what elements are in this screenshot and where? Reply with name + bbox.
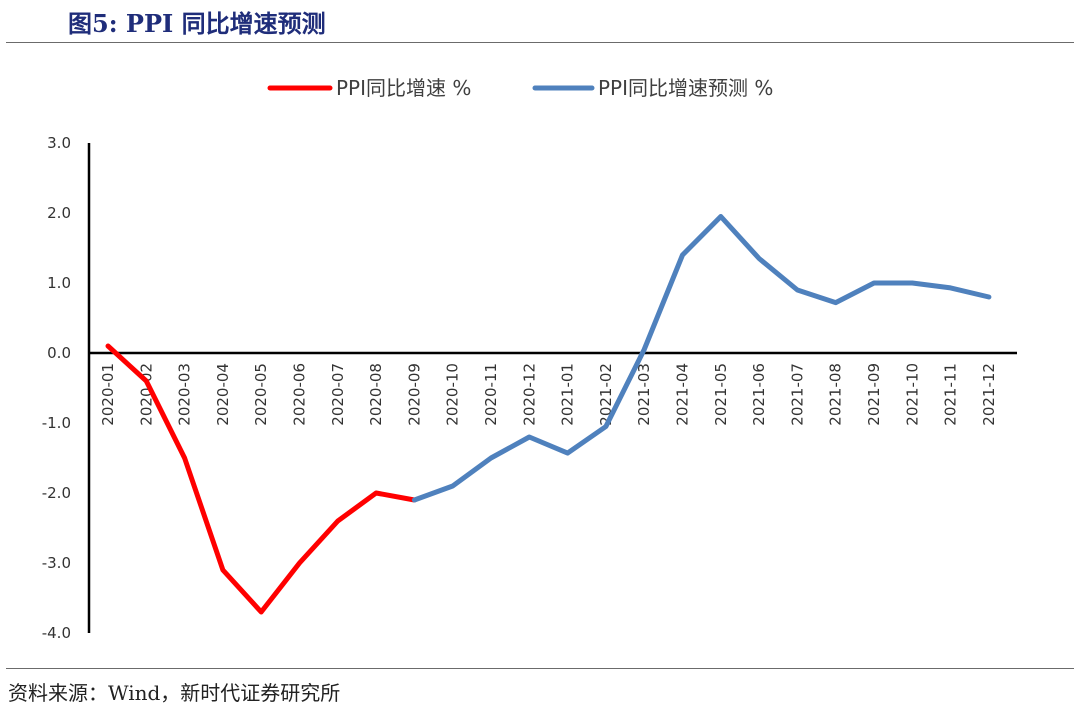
x-tick-label: 2021-12 — [980, 363, 998, 426]
y-tick-label: -2.0 — [42, 484, 71, 502]
x-tick-label: 2020-11 — [482, 363, 500, 426]
x-axis-ticks: 2020-01 2020-02 2020-03 2020-04 2020-05 2020-… — [99, 363, 998, 426]
x-tick-label: 2020-01 — [99, 363, 117, 426]
series-lines — [105, 214, 992, 615]
x-tick-label: 2021-05 — [712, 363, 730, 426]
x-tick-label: 2021-01 — [559, 363, 577, 426]
y-tick-label: -1.0 — [42, 414, 71, 432]
source-note: 资料来源：Wind，新时代证券研究所 — [8, 681, 341, 705]
y-tick-label: 2.0 — [47, 204, 71, 222]
x-tick-label: 2020-10 — [444, 363, 462, 426]
x-tick-label: 2021-04 — [674, 363, 692, 426]
legend-label: PPI同比增速预测 % — [598, 76, 773, 100]
x-tick-label: 2021-06 — [750, 363, 768, 426]
x-tick-label: 2021-09 — [865, 363, 883, 426]
figure-title: 图5: PPI 同比增速预测 — [68, 9, 326, 38]
series-line-2 — [411, 214, 992, 503]
bottom-divider — [6, 668, 1074, 669]
y-axis-ticks: 3.0 2.0 1.0 0.0 -1.0 -2.0 -3.0 -4.0 — [42, 134, 71, 642]
x-tick-label: 2020-12 — [520, 363, 538, 426]
x-tick-label: 2021-03 — [635, 363, 653, 426]
legend: PPI同比增速 % PPI同比增速预测 % — [267, 76, 773, 100]
x-tick-label: 2020-03 — [176, 363, 194, 426]
x-tick-label: 2020-06 — [291, 363, 309, 426]
x-tick-label: 2021-02 — [597, 363, 615, 426]
x-tick-label: 2020-09 — [405, 363, 423, 426]
y-tick-label: -4.0 — [42, 624, 71, 642]
y-tick-label: 1.0 — [47, 274, 71, 292]
y-tick-label: 3.0 — [47, 134, 71, 152]
top-divider — [6, 42, 1074, 43]
y-tick-label: 0.0 — [47, 344, 71, 362]
x-tick-label: 2021-10 — [903, 363, 921, 426]
x-tick-label: 2020-04 — [214, 363, 232, 426]
x-tick-label: 2020-05 — [252, 363, 270, 426]
x-tick-label: 2020-07 — [329, 363, 347, 426]
x-tick-label: 2020-08 — [367, 363, 385, 426]
x-tick-label: 2021-07 — [788, 363, 806, 426]
x-tick-label: 2021-08 — [827, 363, 845, 426]
legend-label: PPI同比增速 % — [336, 76, 471, 100]
x-tick-label: 2021-11 — [942, 363, 960, 426]
axes — [87, 143, 1017, 633]
y-tick-label: -3.0 — [42, 554, 71, 572]
series-line-1 — [105, 343, 417, 615]
